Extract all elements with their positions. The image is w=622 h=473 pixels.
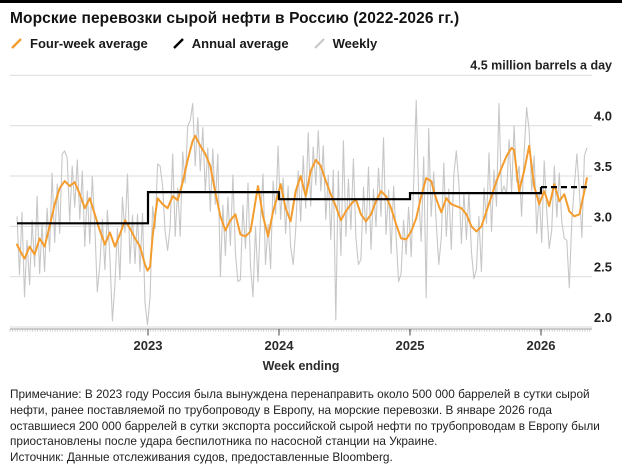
svg-text:Week ending: Week ending <box>263 359 340 373</box>
legend-item-weekly: Weekly <box>313 35 378 51</box>
series-four-week-line <box>16 134 588 272</box>
footnote-note: Примечание: В 2023 году Россия была выну… <box>10 387 600 449</box>
svg-text:4.5 million barrels a day: 4.5 million barrels a day <box>470 58 612 72</box>
svg-text:2023: 2023 <box>134 338 163 353</box>
legend-label: Annual average <box>191 35 289 51</box>
orange-slash-icon <box>11 37 22 49</box>
chart-title: Морские перевозки сырой нефти в Россию (… <box>10 10 460 27</box>
black-slash-icon <box>172 37 184 49</box>
svg-text:3.5: 3.5 <box>594 159 612 174</box>
chart-legend: Four-week average Annual average Weekly <box>10 35 612 51</box>
legend-item-annual-average: Annual average <box>172 36 289 51</box>
svg-text:2024: 2024 <box>265 338 295 353</box>
legend-item-four-week-average: Four-week average <box>10 36 148 51</box>
svg-text:2.5: 2.5 <box>594 260 612 275</box>
legend-label: Four-week average <box>30 35 148 51</box>
svg-text:4.0: 4.0 <box>594 109 612 124</box>
series-weekly-line <box>16 100 588 326</box>
svg-text:2025: 2025 <box>396 338 425 353</box>
chart-area: 2023 2024 2025 2026 4.0 3.5 3.0 2.5 2.0 4.5 milli… <box>0 53 622 383</box>
footnote-source: Источник: Данные отслеживания судов, пре… <box>10 450 393 465</box>
chart-footnote: Примечание: В 2023 году Россия была выну… <box>10 387 612 466</box>
series-annual-line <box>17 186 587 225</box>
gray-slash-icon <box>313 37 325 49</box>
x-axis <box>9 328 592 336</box>
svg-text:2026: 2026 <box>527 338 556 353</box>
svg-text:3.0: 3.0 <box>594 209 612 224</box>
axis-labels: 2023 2024 2025 2026 4.0 3.5 3.0 2.5 2.0 4.5 milli… <box>134 58 613 373</box>
chart-canvas: 2023 2024 2025 2026 4.0 3.5 3.0 2.5 2.0 4.5 milli… <box>9 58 613 373</box>
svg-text:2.0: 2.0 <box>594 310 612 325</box>
legend-label: Weekly <box>332 35 378 51</box>
